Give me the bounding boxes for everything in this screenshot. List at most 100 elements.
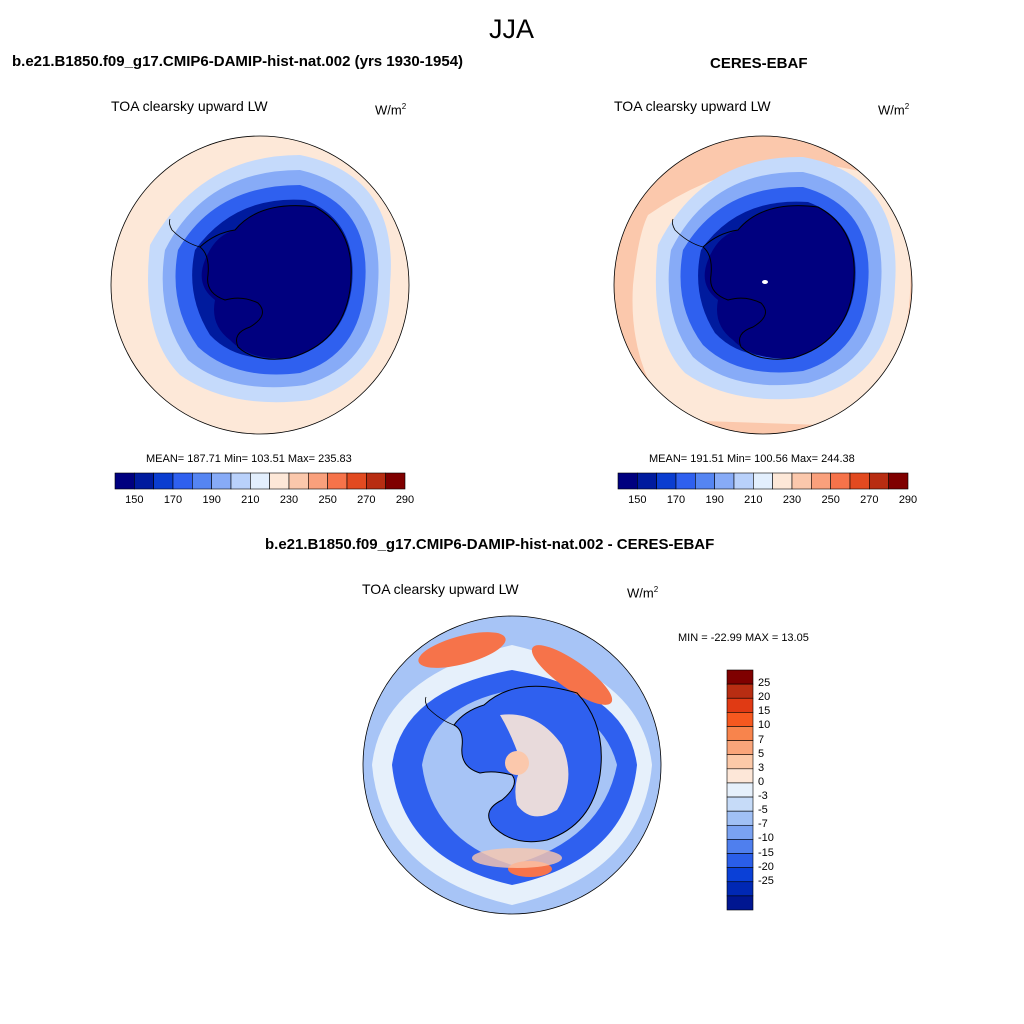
colorbar-tick-label: 230 — [279, 494, 299, 506]
colorbar-tick-label: 190 — [202, 494, 221, 506]
colorbar-swatch — [869, 472, 889, 490]
colorbar-tick-label: 10 — [758, 719, 771, 732]
colorbar-swatch — [172, 472, 193, 490]
colorbar-swatch — [726, 796, 754, 812]
colorbar-tick-label: 270 — [357, 494, 376, 506]
colorbar-tick-label: 190 — [705, 494, 724, 506]
colorbar-swatch — [726, 824, 754, 840]
panel-model-variable: TOA clearsky upward LW — [111, 98, 268, 114]
colorbar-swatch — [726, 712, 754, 727]
colorbar-swatch — [733, 472, 754, 490]
colorbar-swatch — [830, 472, 851, 490]
colorbar-tick-label: -20 — [758, 860, 774, 873]
colorbar-swatch — [726, 810, 754, 826]
colorbar-swatch — [726, 881, 754, 897]
colorbar-swatch — [726, 768, 754, 784]
colorbar-swatch — [726, 726, 754, 741]
colorbar-tick-label: 20 — [758, 691, 771, 704]
colorbar-swatch — [308, 472, 328, 490]
panel-obs-title: CERES-EBAF — [710, 55, 808, 72]
panel-obs-units: W/m2 — [878, 102, 910, 118]
colorbar-obs — [617, 472, 909, 490]
colorbar-swatch — [726, 895, 754, 911]
colorbar-tick-label: -25 — [758, 874, 774, 887]
colorbar-swatch — [153, 472, 174, 490]
colorbar-diff — [726, 669, 754, 911]
panel-obs-stats: MEAN= 191.51 Min= 100.56 Max= 244.38 — [649, 453, 855, 465]
colorbar-tick-label: 7 — [758, 733, 765, 746]
colorbar-swatch — [811, 472, 831, 490]
colorbar-swatch — [726, 839, 754, 854]
colorbar-swatch — [385, 472, 406, 490]
colorbar-tick-label: 270 — [860, 494, 879, 506]
colorbar-swatch — [849, 472, 870, 490]
panel-obs-variable: TOA clearsky upward LW — [614, 98, 771, 114]
colorbar-swatch — [726, 697, 754, 713]
polar-map-obs — [613, 135, 913, 435]
panel-model-units: W/m2 — [375, 102, 407, 118]
colorbar-tick-label: -7 — [758, 818, 768, 831]
colorbar-swatch — [726, 867, 754, 883]
colorbar-tick-label: 170 — [666, 494, 686, 506]
colorbar-tick-label: 150 — [628, 494, 647, 506]
colorbar-swatch — [617, 472, 638, 490]
colorbar-swatch — [346, 472, 367, 490]
colorbar-swatch — [753, 472, 773, 490]
figure-title: JJA — [489, 14, 535, 44]
colorbar-tick-label: 230 — [782, 494, 802, 506]
colorbar-swatch — [327, 472, 348, 490]
colorbar-tick-label: 3 — [758, 761, 765, 774]
panel-diff-title: b.e21.B1850.f09_g17.CMIP6-DAMIP-hist-nat… — [265, 536, 715, 553]
colorbar-swatch — [656, 472, 677, 490]
colorbar-swatch — [211, 472, 232, 490]
colorbar-tick-label: -3 — [758, 790, 768, 803]
colorbar-swatch — [726, 754, 754, 770]
colorbar-swatch — [675, 472, 696, 490]
colorbar-swatch — [772, 472, 793, 490]
colorbar-tick-label: 290 — [898, 494, 918, 506]
colorbar-tick-label: 5 — [758, 747, 765, 760]
colorbar-swatch — [250, 472, 270, 490]
colorbar-tick-label: -5 — [758, 804, 768, 817]
colorbar-tick-label: 170 — [163, 494, 183, 506]
colorbar-tick-label: 290 — [395, 494, 415, 506]
ice-core — [201, 205, 352, 359]
panel-diff-units: W/m2 — [627, 585, 659, 601]
colorbar-tick-label: 210 — [744, 494, 763, 506]
colorbar-swatch — [230, 472, 251, 490]
colorbar-swatch — [366, 472, 386, 490]
colorbar-swatch — [726, 683, 754, 699]
colorbar-swatch — [695, 472, 715, 490]
colorbar-swatch — [269, 472, 290, 490]
colorbar-tick-label: -10 — [758, 832, 774, 845]
colorbar-tick-label: 250 — [821, 494, 840, 506]
colorbar-tick-label: 210 — [241, 494, 260, 506]
colorbar-swatch — [726, 740, 754, 756]
colorbar-swatch — [192, 472, 212, 490]
anomaly-warm-northeast — [531, 645, 613, 705]
colorbar-swatch — [726, 782, 754, 798]
colorbar-tick-label: 15 — [758, 705, 771, 718]
colorbar-swatch — [637, 472, 657, 490]
colorbar-swatch — [714, 472, 735, 490]
colorbar-tick-label: 0 — [758, 775, 765, 788]
colorbar-tick-label: -15 — [758, 846, 774, 859]
colorbar-swatch — [726, 853, 754, 868]
colorbar-swatch — [288, 472, 309, 490]
anomaly-warm-north — [418, 632, 506, 668]
polar-map-model — [110, 135, 410, 435]
panel-diff-variable: TOA clearsky upward LW — [362, 581, 519, 597]
panel-model-stats: MEAN= 187.71 Min= 103.51 Max= 235.83 — [146, 453, 352, 465]
panel-model-title: b.e21.B1850.f09_g17.CMIP6-DAMIP-hist-nat… — [12, 53, 464, 70]
colorbar-swatch — [134, 472, 154, 490]
colorbar-model — [114, 472, 406, 490]
colorbar-tick-label: 250 — [318, 494, 337, 506]
colorbar-tick-label: 150 — [125, 494, 144, 506]
colorbar-swatch — [888, 472, 909, 490]
panel-diff-stats: MIN = -22.99 MAX = 13.05 — [678, 632, 809, 644]
colorbar-swatch — [114, 472, 135, 490]
colorbar-swatch — [791, 472, 812, 490]
colorbar-tick-label: 25 — [758, 677, 771, 690]
polar-map-diff — [362, 615, 662, 915]
colorbar-swatch — [726, 669, 754, 685]
